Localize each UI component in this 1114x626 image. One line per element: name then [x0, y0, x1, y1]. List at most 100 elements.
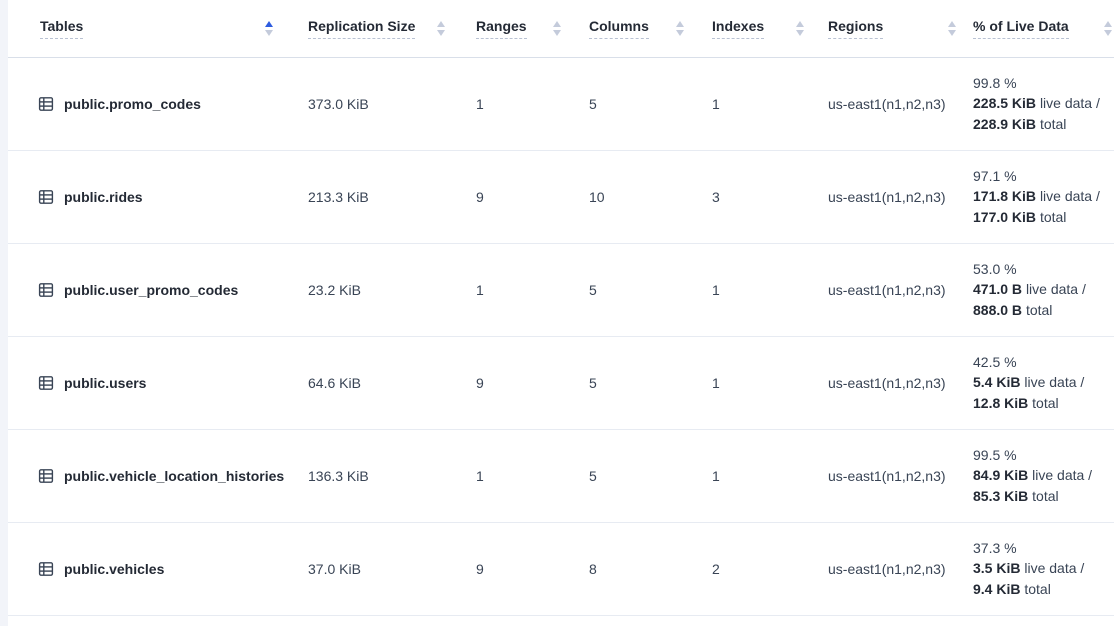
table-row: public.vehicle_location_histories 136.3 …: [8, 429, 1114, 523]
sort-icon[interactable]: [948, 20, 956, 36]
replication-size-value: 37.0 KiB: [308, 560, 361, 577]
regions-value: us-east1(n1,n2,n3): [828, 95, 946, 112]
table-icon: [38, 189, 54, 205]
ranges-value: 1: [476, 467, 484, 484]
live-data-size: 5.4 KiB live data /: [973, 374, 1085, 391]
sort-icon[interactable]: [796, 20, 804, 36]
table-row: public.vehicles 37.0 KiB 9 8 2 us-east1(…: [8, 522, 1114, 616]
table-icon: [38, 375, 54, 391]
sort-icon[interactable]: [553, 20, 561, 36]
columns-value: 5: [589, 95, 597, 112]
live-data-cell: 53.0 % 471.0 B live data / 888.0 B total: [973, 248, 1114, 332]
sort-icon[interactable]: [1104, 20, 1112, 36]
table-name: public.user_promo_codes: [64, 281, 239, 298]
live-data-percent: 37.3 %: [973, 539, 1017, 556]
column-header-live-data[interactable]: % of Live Data: [973, 0, 1114, 58]
indexes-value: 2: [712, 560, 720, 577]
columns-value: 5: [589, 281, 597, 298]
ranges-value: 1: [476, 281, 484, 298]
column-header-label: Replication Size: [308, 18, 416, 39]
column-header-label: Ranges: [476, 18, 527, 39]
table-row: public.promo_codes 373.0 KiB 1 5 1 us-ea…: [8, 57, 1114, 151]
total-data-size: 85.3 KiB total: [973, 487, 1059, 504]
column-header-label: Regions: [828, 18, 884, 39]
live-data-cell: 99.5 % 84.9 KiB live data / 85.3 KiB tot…: [973, 434, 1114, 518]
live-data-percent: 99.8 %: [973, 74, 1017, 91]
live-data-size: 3.5 KiB live data /: [973, 560, 1085, 577]
table-name-link[interactable]: public.vehicles: [8, 561, 308, 577]
total-data-size: 9.4 KiB total: [973, 580, 1051, 597]
indexes-value: 1: [712, 281, 720, 298]
sort-icon[interactable]: [676, 20, 684, 36]
table-row: public.user_promo_codes 23.2 KiB 1 5 1 u…: [8, 243, 1114, 337]
live-data-percent: 42.5 %: [973, 353, 1017, 370]
column-header-tables[interactable]: Tables: [8, 0, 308, 58]
ranges-value: 9: [476, 188, 484, 205]
column-header-label: Tables: [40, 18, 84, 39]
table-row: public.users 64.6 KiB 9 5 1 us-east1(n1,…: [8, 336, 1114, 430]
table-name-link[interactable]: public.user_promo_codes: [8, 282, 308, 298]
table-name-link[interactable]: public.rides: [8, 189, 308, 205]
sort-ascending-icon[interactable]: [265, 20, 273, 36]
table-name: public.vehicle_location_histories: [64, 467, 285, 484]
table-icon: [38, 561, 54, 577]
column-header-replication-size[interactable]: Replication Size: [308, 0, 476, 58]
column-header-label: Indexes: [712, 18, 765, 39]
live-data-percent: 99.5 %: [973, 446, 1017, 463]
table-icon: [38, 282, 54, 298]
live-data-percent: 97.1 %: [973, 167, 1017, 184]
live-data-size: 171.8 KiB live data /: [973, 188, 1100, 205]
column-header-indexes[interactable]: Indexes: [712, 0, 828, 58]
live-data-cell: 37.3 % 3.5 KiB live data / 9.4 KiB total: [973, 527, 1114, 611]
table-icon: [38, 96, 54, 112]
table-name-link[interactable]: public.vehicle_location_histories: [8, 468, 308, 484]
tables-card: Tables Replication Size Ranges: [8, 0, 1114, 616]
table-header-row: Tables Replication Size Ranges: [8, 0, 1114, 58]
indexes-value: 1: [712, 95, 720, 112]
columns-value: 10: [589, 188, 605, 205]
table-name: public.users: [64, 374, 147, 391]
table-name: public.promo_codes: [64, 95, 201, 112]
total-data-size: 12.8 KiB total: [973, 394, 1059, 411]
ranges-value: 9: [476, 560, 484, 577]
regions-value: us-east1(n1,n2,n3): [828, 374, 946, 391]
live-data-size: 84.9 KiB live data /: [973, 467, 1093, 484]
live-data-cell: 97.1 % 171.8 KiB live data / 177.0 KiB t…: [973, 155, 1114, 239]
regions-value: us-east1(n1,n2,n3): [828, 467, 946, 484]
indexes-value: 1: [712, 467, 720, 484]
indexes-value: 3: [712, 188, 720, 205]
total-data-size: 228.9 KiB total: [973, 115, 1067, 132]
replication-size-value: 213.3 KiB: [308, 188, 369, 205]
total-data-size: 888.0 B total: [973, 301, 1053, 318]
column-header-label: Columns: [589, 18, 649, 39]
table-name-link[interactable]: public.users: [8, 375, 308, 391]
column-header-ranges[interactable]: Ranges: [476, 0, 589, 58]
live-data-size: 228.5 KiB live data /: [973, 95, 1100, 112]
regions-value: us-east1(n1,n2,n3): [828, 281, 946, 298]
table-name: public.rides: [64, 188, 143, 205]
regions-value: us-east1(n1,n2,n3): [828, 188, 946, 205]
columns-value: 5: [589, 374, 597, 391]
table-name-link[interactable]: public.promo_codes: [8, 96, 308, 112]
live-data-cell: 42.5 % 5.4 KiB live data / 12.8 KiB tota…: [973, 341, 1114, 425]
column-header-columns[interactable]: Columns: [589, 0, 712, 58]
columns-value: 5: [589, 467, 597, 484]
regions-value: us-east1(n1,n2,n3): [828, 560, 946, 577]
sort-icon[interactable]: [437, 20, 445, 36]
database-tables-table: Tables Replication Size Ranges: [8, 0, 1114, 616]
indexes-value: 1: [712, 374, 720, 391]
page-background-strip: [0, 0, 8, 626]
replication-size-value: 136.3 KiB: [308, 467, 369, 484]
replication-size-value: 64.6 KiB: [308, 374, 361, 391]
columns-value: 8: [589, 560, 597, 577]
replication-size-value: 373.0 KiB: [308, 95, 369, 112]
total-data-size: 177.0 KiB total: [973, 208, 1067, 225]
ranges-value: 1: [476, 95, 484, 112]
replication-size-value: 23.2 KiB: [308, 281, 361, 298]
live-data-percent: 53.0 %: [973, 260, 1017, 277]
table-name: public.vehicles: [64, 560, 165, 577]
column-header-regions[interactable]: Regions: [828, 0, 973, 58]
table-icon: [38, 468, 54, 484]
table-row: public.rides 213.3 KiB 9 10 3 us-east1(n…: [8, 150, 1114, 244]
live-data-cell: 99.8 % 228.5 KiB live data / 228.9 KiB t…: [973, 62, 1114, 146]
